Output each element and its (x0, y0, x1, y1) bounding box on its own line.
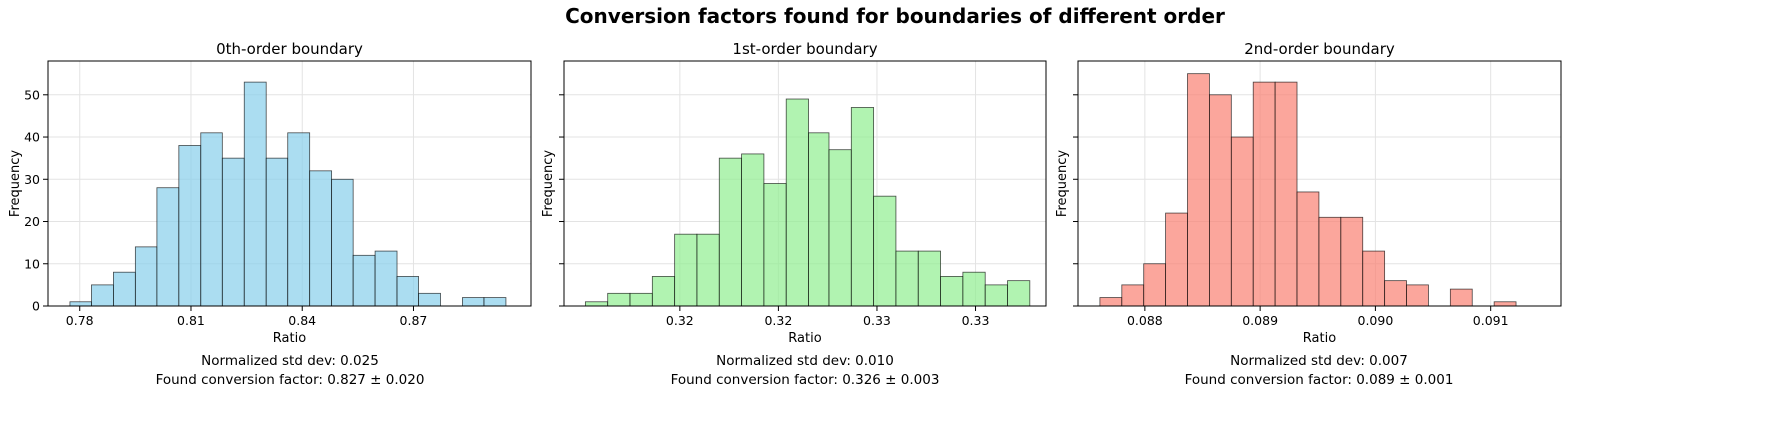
histogram-bar-1st (785, 98, 809, 307)
histogram-bar-2nd (1406, 284, 1429, 307)
x-tick-label-2nd: 0.088 (1127, 313, 1163, 328)
y-axis-label-2nd: Frequency (1055, 150, 1070, 217)
histogram-bar-0th (134, 246, 158, 307)
histogram-bar-0th (331, 178, 354, 307)
x-tick-label-0th: 0.81 (177, 313, 205, 328)
histogram-bar-1st (674, 233, 698, 307)
histogram-bar-0th (396, 276, 419, 307)
x-tick-label-1st: 0.32 (764, 313, 792, 328)
y-tick-label-0th: 40 (24, 130, 40, 145)
histogram-bar-1st (741, 153, 765, 307)
histogram-bar-1st (962, 271, 986, 307)
y-tick-label-0th: 0 (32, 299, 40, 314)
histogram-bar-1st (828, 149, 852, 307)
histogram-bar-1st (808, 132, 830, 307)
axes-frame-1st (563, 60, 1047, 307)
y-tick-label-0th: 10 (24, 256, 40, 271)
histogram-bar-1st (584, 301, 609, 307)
histogram-bar-1st (607, 292, 631, 307)
histogram-bar-2nd (1340, 216, 1364, 307)
normalized-std-dev-0th: Normalized std dev: 0.025 (201, 353, 379, 369)
histogram-bar-2nd (1274, 81, 1298, 307)
figure-title: Conversion factors found for boundaries … (565, 4, 1225, 28)
histogram-bar-2nd (1187, 73, 1210, 307)
x-tick-label-0th: 0.78 (66, 313, 94, 328)
x-tick-label-2nd: 0.090 (1358, 313, 1394, 328)
histogram-bar-1st (984, 284, 1008, 307)
histogram-bar-0th (462, 297, 485, 307)
histogram-bar-2nd (1209, 94, 1232, 307)
histogram-bar-0th (178, 145, 202, 307)
histogram-bar-1st (718, 157, 742, 307)
histogram-bar-1st (917, 250, 941, 307)
histogram-bar-2nd (1143, 263, 1167, 307)
histogram-bar-2nd (1165, 212, 1188, 307)
histogram-bar-2nd (1318, 216, 1342, 307)
axes-frame-0th (47, 60, 532, 307)
axes-frame-2nd (1077, 60, 1562, 307)
histogram-bar-0th (243, 81, 267, 307)
histogram-bar-1st (940, 276, 964, 307)
conversion-factor-1st: Found conversion factor: 0.326 ± 0.003 (670, 372, 940, 388)
x-tick-label-0th: 0.84 (288, 313, 316, 328)
stats-annotation-1st: Normalized std dev: 0.010 Found conversi… (525, 352, 1085, 390)
x-tick-label-2nd: 0.089 (1242, 313, 1278, 328)
histogram-bar-0th (91, 284, 114, 307)
histogram-bar-1st (850, 107, 875, 307)
histogram-bar-0th (221, 157, 245, 307)
histogram-bar-2nd (1384, 280, 1407, 307)
histogram-bar-0th (309, 170, 333, 307)
x-tick-label-1st: 0.33 (863, 313, 891, 328)
normalized-std-dev-1st: Normalized std dev: 0.010 (716, 353, 894, 369)
x-axis-label-1st: Ratio (788, 331, 821, 346)
x-tick-label-1st: 0.32 (666, 313, 694, 328)
histogram-bar-2nd (1449, 288, 1473, 307)
panel-title-2nd: 2nd-order boundary (1244, 40, 1395, 58)
normalized-std-dev-2nd: Normalized std dev: 0.007 (1230, 353, 1408, 369)
panel-title-1st: 1st-order boundary (732, 40, 877, 58)
histogram-bar-0th (200, 132, 223, 307)
histogram-bar-0th (69, 301, 92, 307)
y-tick-label-0th: 30 (24, 172, 40, 187)
x-tick-label-1st: 0.33 (962, 313, 990, 328)
histogram-bar-0th (418, 292, 441, 307)
panel-title-0th: 0th-order boundary (216, 40, 363, 58)
histogram-bar-2nd (1362, 250, 1386, 307)
x-tick-label-0th: 0.87 (400, 313, 428, 328)
histogram-bar-1st (873, 195, 897, 307)
histogram-bar-2nd (1099, 297, 1123, 307)
stats-annotation-0th: Normalized std dev: 0.025 Found conversi… (10, 352, 570, 390)
histogram-bar-0th (287, 132, 311, 307)
histogram-bar-1st (763, 183, 787, 307)
histogram-bar-0th (374, 250, 398, 307)
histogram-bar-0th (352, 254, 376, 307)
histogram-bar-1st (629, 292, 653, 307)
stats-annotation-2nd: Normalized std dev: 0.007 Found conversi… (1039, 352, 1599, 390)
y-tick-label-0th: 20 (24, 214, 40, 229)
x-axis-label-0th: Ratio (273, 331, 306, 346)
histogram-bar-1st (895, 250, 919, 307)
histogram-bar-1st (651, 276, 676, 307)
histogram-bar-2nd (1121, 284, 1145, 307)
x-axis-label-2nd: Ratio (1303, 331, 1336, 346)
histogram-bar-1st (696, 233, 720, 307)
histogram-bar-2nd (1230, 136, 1254, 307)
y-axis-label-1st: Frequency (541, 150, 556, 217)
histogram-bar-0th (113, 271, 136, 307)
conversion-factor-0th: Found conversion factor: 0.827 ± 0.020 (155, 372, 425, 388)
conversion-factor-2nd: Found conversion factor: 0.089 ± 0.001 (1184, 372, 1454, 388)
histogram-bar-2nd (1493, 301, 1517, 307)
histogram-bar-0th (265, 157, 289, 307)
histogram-bar-2nd (1252, 81, 1276, 307)
x-tick-label-2nd: 0.091 (1473, 313, 1509, 328)
y-axis-label-0th: Frequency (8, 150, 23, 217)
y-tick-label-0th: 50 (24, 87, 40, 102)
histogram-bar-2nd (1296, 191, 1320, 307)
histogram-bar-0th (483, 297, 507, 307)
histogram-bar-0th (156, 187, 180, 307)
histogram-bar-1st (1007, 280, 1031, 307)
